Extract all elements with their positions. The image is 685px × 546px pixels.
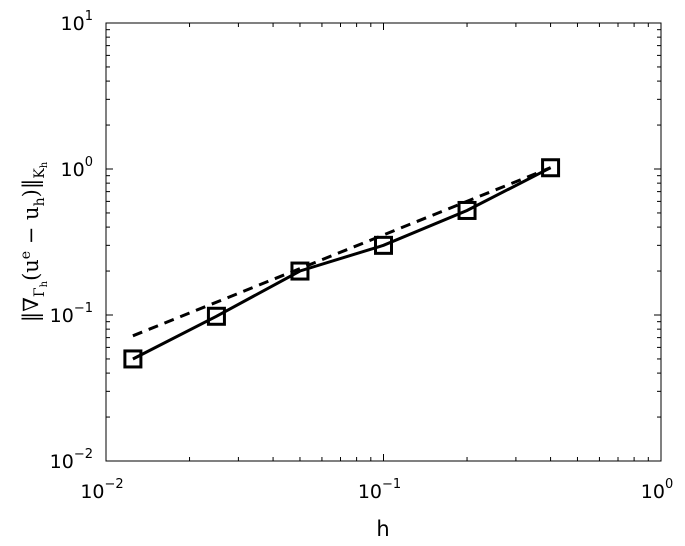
x-axis-label: h bbox=[376, 517, 389, 541]
y-tick-label: 10−2 bbox=[50, 447, 93, 473]
x-tick-label: 100 bbox=[641, 477, 673, 503]
svg-text:‖∇Γh(ue − uh)‖Kh: ‖∇Γh(ue − uh)‖Kh bbox=[18, 161, 50, 322]
data-point-marker bbox=[123, 349, 143, 369]
y-tick-label: 10−1 bbox=[50, 301, 93, 327]
x-tick-label: 10−1 bbox=[358, 477, 401, 503]
reference-line-dashed bbox=[132, 166, 552, 338]
plot-area bbox=[105, 22, 662, 462]
series-line-solid bbox=[132, 166, 552, 361]
x-tick-label: 10−2 bbox=[80, 477, 123, 503]
y-tick-label: 101 bbox=[61, 9, 93, 35]
y-axis-label: ‖∇Γh(ue − uh)‖Kh bbox=[18, 161, 50, 322]
data-point-marker bbox=[374, 235, 393, 255]
data-point-marker bbox=[206, 306, 226, 326]
y-tick-label: 100 bbox=[61, 155, 93, 181]
data-point-marker bbox=[541, 158, 561, 178]
